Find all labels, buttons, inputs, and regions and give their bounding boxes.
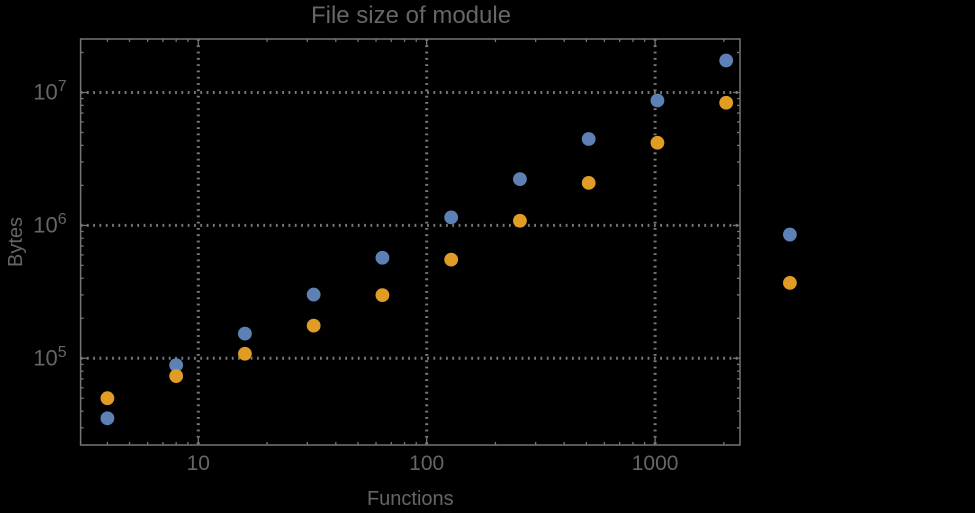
svg-text:File size of module: File size of module [311, 2, 511, 29]
svg-text:1000: 1000 [632, 452, 679, 475]
svg-text:Functions: Functions [367, 488, 454, 510]
svg-text:Bytes: Bytes [5, 217, 27, 267]
svg-text:100: 100 [409, 452, 444, 475]
svg-text:10: 10 [187, 452, 210, 475]
